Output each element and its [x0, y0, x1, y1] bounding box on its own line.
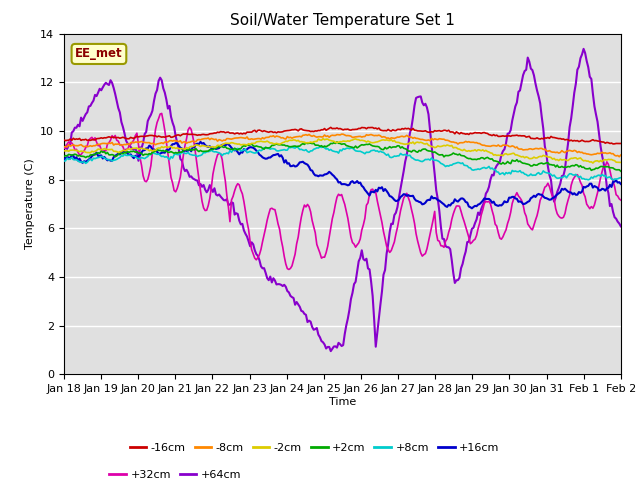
Y-axis label: Temperature (C): Temperature (C)	[24, 158, 35, 250]
Text: EE_met: EE_met	[75, 48, 123, 60]
Title: Soil/Water Temperature Set 1: Soil/Water Temperature Set 1	[230, 13, 455, 28]
Legend: +32cm, +64cm: +32cm, +64cm	[105, 466, 246, 480]
X-axis label: Time: Time	[329, 397, 356, 407]
